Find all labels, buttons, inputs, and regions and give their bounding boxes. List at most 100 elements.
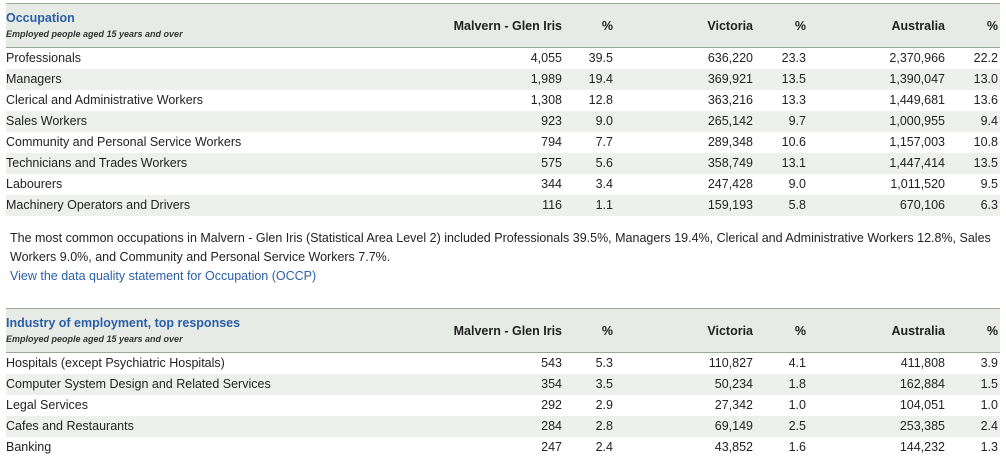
cell-malvern-count: 575	[541, 156, 562, 170]
cell-malvern-pct: 2.8	[595, 419, 613, 433]
row-label: Technicians and Trades Workers	[6, 156, 188, 170]
cell-malvern-pct: 5.6	[595, 156, 613, 170]
cell-malvern-pct: 5.3	[595, 356, 613, 370]
data-quality-link[interactable]: View the data quality statement for Occu…	[10, 269, 317, 283]
cell-malvern-pct: 39.5	[588, 51, 613, 65]
cell-victoria-count: 358,749	[707, 156, 753, 170]
table-row: Community and Personal Service Workers 79…	[6, 132, 1000, 153]
row-label: Machinery Operators and Drivers	[6, 198, 191, 212]
cell-australia-count: 670,106	[899, 198, 945, 212]
industry-table: Industry of employment, top responses Em…	[6, 308, 1000, 458]
occupation-summary-text: The most common occupations in Malvern -…	[10, 231, 991, 264]
cell-malvern-count: 354	[541, 377, 562, 391]
row-label: Professionals	[6, 51, 82, 65]
cell-malvern-count: 543	[541, 356, 562, 370]
table-row: Technicians and Trades Workers 575 5.6 358,…	[6, 153, 1000, 174]
cell-australia-pct: 10.8	[973, 135, 998, 149]
cell-malvern-pct: 2.9	[595, 398, 613, 412]
col-header-australia-pct: %	[986, 323, 998, 338]
cell-malvern-pct: 2.4	[595, 440, 613, 454]
cell-australia-pct: 13.0	[973, 72, 998, 86]
cell-malvern-count: 4,055	[530, 51, 562, 65]
row-label: Legal Services	[6, 398, 88, 412]
row-label: Community and Personal Service Workers	[6, 135, 242, 149]
cell-australia-count: 104,051	[899, 398, 945, 412]
cell-victoria-count: 159,193	[707, 198, 753, 212]
table-row: Computer System Design and Related Servi…	[6, 374, 1000, 395]
cell-malvern-pct: 3.4	[595, 177, 613, 191]
cell-malvern-count: 344	[541, 177, 562, 191]
col-header-victoria-pct: %	[794, 323, 806, 338]
occupation-header-row: Occupation Employed people aged 15 years…	[6, 3, 1000, 48]
cell-australia-count: 162,884	[899, 377, 945, 391]
row-label: Banking	[6, 440, 52, 454]
cell-australia-pct: 22.2	[973, 51, 998, 65]
cell-australia-count: 1,011,520	[890, 177, 945, 191]
cell-malvern-count: 116	[542, 198, 562, 212]
cell-australia-count: 1,447,414	[889, 156, 945, 170]
cell-victoria-count: 27,342	[714, 398, 753, 412]
cell-australia-count: 1,157,003	[889, 135, 945, 149]
cell-malvern-count: 1,308	[530, 93, 562, 107]
industry-title: Industry of employment, top responses	[6, 316, 241, 330]
cell-victoria-pct: 13.3	[781, 93, 806, 107]
cell-victoria-pct: 1.8	[788, 377, 806, 391]
cell-malvern-count: 284	[541, 419, 562, 433]
cell-victoria-count: 636,220	[707, 51, 753, 65]
industry-header-row: Industry of employment, top responses Em…	[6, 308, 1000, 353]
cell-malvern-count: 794	[541, 135, 562, 149]
table-row: Machinery Operators and Drivers 116 1.1 159…	[6, 195, 1000, 216]
cell-victoria-pct: 2.5	[788, 419, 806, 433]
row-label: Labourers	[6, 177, 63, 191]
cell-australia-pct: 1.0	[980, 398, 998, 412]
table-row: Sales Workers 923 9.0 265,142 9.7 1,000,955 9.…	[6, 111, 1000, 132]
cell-malvern-pct: 9.0	[595, 114, 613, 128]
occupation-table: Occupation Employed people aged 15 years…	[6, 3, 1000, 216]
cell-victoria-pct: 9.7	[788, 114, 806, 128]
cell-australia-pct: 2.4	[980, 419, 998, 433]
table-row: Managers 1,989 19.4 369,921 13.5 1,390,047 13.…	[6, 69, 1000, 90]
table-row: Professionals 4,055 39.5 636,220 23.3 2,370,9…	[6, 48, 1000, 70]
cell-victoria-pct: 10.6	[781, 135, 806, 149]
cell-malvern-pct: 12.8	[588, 93, 613, 107]
cell-victoria-pct: 13.5	[781, 72, 806, 86]
row-label: Computer System Design and Related Servi…	[6, 377, 271, 391]
cell-australia-pct: 3.9	[980, 356, 998, 370]
cell-victoria-count: 265,142	[707, 114, 753, 128]
row-label: Hospitals (except Psychiatric Hospitals)	[6, 356, 225, 370]
cell-victoria-count: 289,348	[707, 135, 753, 149]
cell-australia-pct: 13.6	[973, 93, 998, 107]
cell-victoria-pct: 9.0	[788, 177, 806, 191]
table-row: Hospitals (except Psychiatric Hospitals)…	[6, 353, 1000, 375]
col-header-australia: Australia	[891, 323, 946, 338]
row-label: Clerical and Administrative Workers	[6, 93, 204, 107]
col-header-victoria: Victoria	[707, 323, 753, 338]
industry-subtitle: Employed people aged 15 years and over	[6, 334, 183, 344]
cell-malvern-count: 1,989	[530, 72, 562, 86]
cell-malvern-pct: 3.5	[595, 377, 613, 391]
occupation-subtitle: Employed people aged 15 years and over	[6, 29, 183, 39]
cell-australia-count: 2,370,966	[889, 51, 945, 65]
cell-victoria-pct: 1.6	[788, 440, 806, 454]
col-header-australia: Australia	[891, 18, 946, 33]
col-header-malvern: Malvern - Glen Iris	[453, 323, 562, 338]
col-header-victoria: Victoria	[707, 18, 753, 33]
industry-title-cell: Industry of employment, top responses Em…	[6, 309, 410, 353]
cell-australia-pct: 13.5	[973, 156, 998, 170]
col-header-australia-pct: %	[986, 18, 998, 33]
cell-malvern-pct: 7.7	[595, 135, 613, 149]
table-row: Clerical and Administrative Workers 1,308…	[6, 90, 1000, 111]
cell-malvern-count: 292	[541, 398, 562, 412]
cell-australia-pct: 1.5	[980, 377, 998, 391]
cell-australia-pct: 6.3	[980, 198, 998, 212]
cell-australia-count: 253,385	[899, 419, 945, 433]
col-header-malvern-pct: %	[601, 323, 613, 338]
row-label: Cafes and Restaurants	[6, 419, 134, 433]
cell-malvern-count: 247	[541, 440, 562, 454]
cell-australia-count: 1,000,955	[889, 114, 945, 128]
cell-victoria-count: 369,921	[707, 72, 753, 86]
cell-victoria-count: 43,852	[714, 440, 753, 454]
col-header-malvern: Malvern - Glen Iris	[453, 18, 562, 33]
cell-australia-pct: 9.5	[980, 177, 998, 191]
cell-malvern-count: 923	[541, 114, 562, 128]
